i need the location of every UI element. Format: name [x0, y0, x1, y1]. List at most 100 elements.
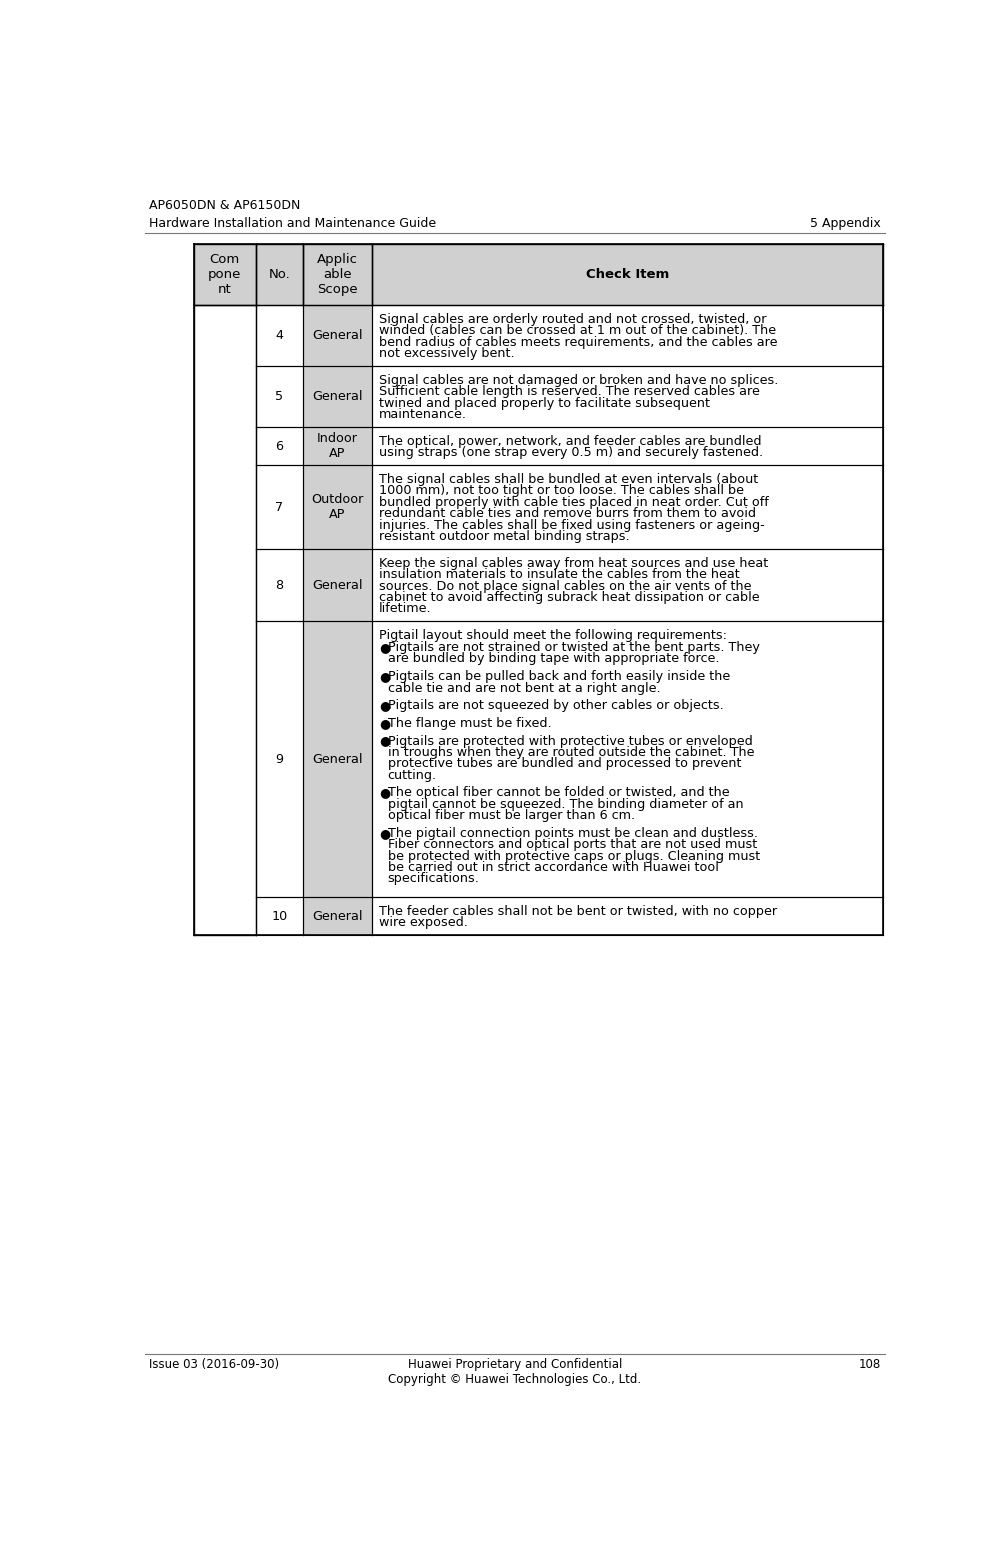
Text: Applic
able
Scope: Applic able Scope: [317, 254, 358, 296]
Text: ●: ●: [379, 734, 390, 747]
Text: 9: 9: [275, 753, 283, 766]
Bar: [256, 897, 303, 935]
Bar: [194, 305, 256, 935]
Bar: [303, 897, 372, 935]
Text: Pigtails are not strained or twisted at the bent parts. They: Pigtails are not strained or twisted at …: [388, 640, 760, 655]
Text: Hardware Installation and Maintenance Guide: Hardware Installation and Maintenance Gu…: [149, 218, 436, 230]
Bar: [256, 622, 303, 897]
Bar: [303, 428, 372, 465]
Text: injuries. The cables shall be fixed using fasteners or ageing-: injuries. The cables shall be fixed usin…: [379, 518, 765, 531]
Text: Pigtails are protected with protective tubes or enveloped: Pigtails are protected with protective t…: [388, 734, 753, 747]
Text: resistant outdoor metal binding straps.: resistant outdoor metal binding straps.: [379, 529, 629, 543]
Bar: [372, 897, 882, 935]
Text: Signal cables are not damaged or broken and have no splices.: Signal cables are not damaged or broken …: [379, 374, 778, 387]
Text: Copyright © Huawei Technologies Co., Ltd.: Copyright © Huawei Technologies Co., Ltd…: [389, 1372, 641, 1386]
Text: bundled properly with cable ties placed in neat order. Cut off: bundled properly with cable ties placed …: [379, 496, 768, 509]
Text: twined and placed properly to facilitate subsequent: twined and placed properly to facilitate…: [379, 396, 710, 410]
Text: Outdoor
AP: Outdoor AP: [311, 493, 364, 521]
Text: cabinet to avoid affecting subrack heat dissipation or cable: cabinet to avoid affecting subrack heat …: [379, 590, 759, 604]
Text: specifications.: specifications.: [388, 872, 479, 885]
Bar: [256, 305, 303, 366]
Text: 1000 mm), not too tight or too loose. The cables shall be: 1000 mm), not too tight or too loose. Th…: [379, 484, 744, 498]
Text: Issue 03 (2016-09-30): Issue 03 (2016-09-30): [149, 1358, 279, 1372]
Text: using straps (one strap every 0.5 m) and securely fastened.: using straps (one strap every 0.5 m) and…: [379, 446, 763, 459]
Text: ●: ●: [379, 640, 390, 655]
Text: insulation materials to insulate the cables from the heat: insulation materials to insulate the cab…: [379, 568, 740, 581]
Text: 108: 108: [859, 1358, 881, 1372]
Bar: [303, 366, 372, 428]
Bar: [303, 622, 372, 897]
Text: General: General: [312, 753, 363, 766]
Text: The feeder cables shall not be bent or twisted, with no copper: The feeder cables shall not be bent or t…: [379, 905, 777, 918]
Text: Pigtail layout should meet the following requirements:: Pigtail layout should meet the following…: [379, 630, 727, 642]
Text: bend radius of cables meets requirements, and the cables are: bend radius of cables meets requirements…: [379, 335, 777, 349]
Text: General: General: [312, 579, 363, 592]
Text: Com
pone
nt: Com pone nt: [208, 254, 241, 296]
Text: winded (cables can be crossed at 1 m out of the cabinet). The: winded (cables can be crossed at 1 m out…: [379, 324, 776, 337]
Text: not excessively bent.: not excessively bent.: [379, 348, 515, 360]
Bar: [372, 428, 882, 465]
Text: 4: 4: [275, 329, 283, 341]
Text: 5 Appendix: 5 Appendix: [810, 218, 881, 230]
Bar: [372, 550, 882, 622]
Text: Keep the signal cables away from heat sources and use heat: Keep the signal cables away from heat so…: [379, 557, 768, 570]
Text: be carried out in strict accordance with Huawei tool: be carried out in strict accordance with…: [388, 861, 719, 874]
Text: No.: No.: [268, 268, 290, 282]
Text: Indoor
AP: Indoor AP: [317, 432, 358, 460]
Text: lifetime.: lifetime.: [379, 603, 431, 615]
Text: General: General: [312, 910, 363, 922]
Text: ●: ●: [379, 786, 390, 799]
Text: 7: 7: [275, 501, 283, 514]
Text: Pigtails can be pulled back and forth easily inside the: Pigtails can be pulled back and forth ea…: [388, 670, 730, 683]
Bar: [256, 550, 303, 622]
Text: AP6050DN & AP6150DN: AP6050DN & AP6150DN: [149, 199, 300, 213]
Text: optical fiber must be larger than 6 cm.: optical fiber must be larger than 6 cm.: [388, 810, 635, 822]
Bar: [194, 244, 256, 305]
Bar: [256, 428, 303, 465]
Text: 6: 6: [275, 440, 283, 453]
Text: be protected with protective caps or plugs. Cleaning must: be protected with protective caps or plu…: [388, 850, 760, 863]
Text: 8: 8: [275, 579, 283, 592]
Text: ●: ●: [379, 698, 390, 713]
Bar: [372, 366, 882, 428]
Text: Huawei Proprietary and Confidential: Huawei Proprietary and Confidential: [408, 1358, 622, 1372]
Text: The flange must be fixed.: The flange must be fixed.: [388, 717, 552, 730]
Text: The signal cables shall be bundled at even intervals (about: The signal cables shall be bundled at ev…: [379, 473, 758, 485]
Text: cable tie and are not bent at a right angle.: cable tie and are not bent at a right an…: [388, 681, 660, 695]
Text: redundant cable ties and remove burrs from them to avoid: redundant cable ties and remove burrs fr…: [379, 507, 756, 520]
Text: Check Item: Check Item: [586, 268, 668, 282]
Text: 10: 10: [271, 910, 287, 922]
Bar: [303, 305, 372, 366]
Text: cutting.: cutting.: [388, 769, 437, 781]
Text: Sufficient cable length is reserved. The reserved cables are: Sufficient cable length is reserved. The…: [379, 385, 760, 398]
Text: Signal cables are orderly routed and not crossed, twisted, or: Signal cables are orderly routed and not…: [379, 313, 766, 326]
Bar: [303, 465, 372, 550]
Text: ●: ●: [379, 827, 390, 839]
Bar: [256, 244, 303, 305]
Bar: [256, 366, 303, 428]
Bar: [372, 244, 882, 305]
Text: ●: ●: [379, 670, 390, 683]
Text: The optical, power, network, and feeder cables are bundled: The optical, power, network, and feeder …: [379, 435, 761, 448]
Text: maintenance.: maintenance.: [379, 409, 466, 421]
Text: are bundled by binding tape with appropriate force.: are bundled by binding tape with appropr…: [388, 653, 720, 666]
Text: in troughs when they are routed outside the cabinet. The: in troughs when they are routed outside …: [388, 745, 754, 760]
Bar: [256, 465, 303, 550]
Bar: [303, 244, 372, 305]
Text: General: General: [312, 329, 363, 341]
Bar: [372, 465, 882, 550]
Bar: [372, 622, 882, 897]
Text: General: General: [312, 390, 363, 402]
Text: sources. Do not place signal cables on the air vents of the: sources. Do not place signal cables on t…: [379, 579, 751, 592]
Bar: [303, 550, 372, 622]
Text: wire exposed.: wire exposed.: [379, 916, 467, 929]
Text: The optical fiber cannot be folded or twisted, and the: The optical fiber cannot be folded or tw…: [388, 786, 730, 799]
Bar: [372, 305, 882, 366]
Text: pigtail cannot be squeezed. The binding diameter of an: pigtail cannot be squeezed. The binding …: [388, 797, 744, 811]
Text: The pigtail connection points must be clean and dustless.: The pigtail connection points must be cl…: [388, 827, 758, 839]
Text: ●: ●: [379, 717, 390, 730]
Text: protective tubes are bundled and processed to prevent: protective tubes are bundled and process…: [388, 758, 741, 770]
Text: Fiber connectors and optical ports that are not used must: Fiber connectors and optical ports that …: [388, 838, 757, 852]
Text: 5: 5: [275, 390, 283, 402]
Text: Pigtails are not squeezed by other cables or objects.: Pigtails are not squeezed by other cable…: [388, 698, 724, 713]
